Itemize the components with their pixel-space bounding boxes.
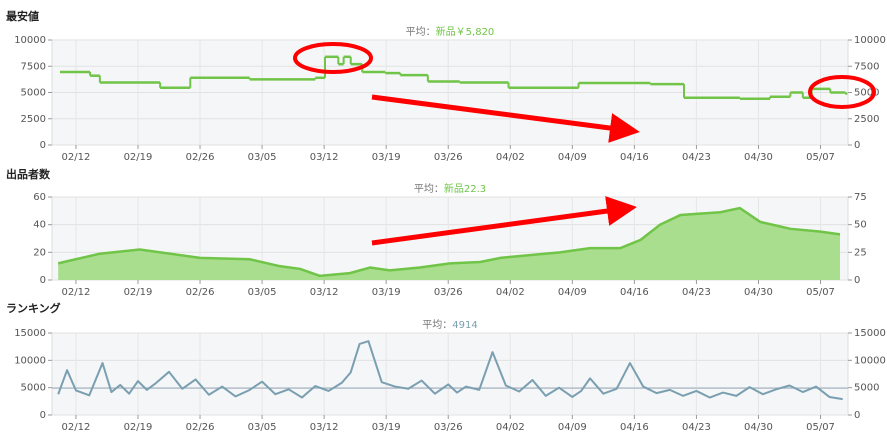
average-value: 新品￥5,820 bbox=[436, 25, 495, 38]
arrow bbox=[371, 196, 637, 246]
y-tick-label: 0 bbox=[40, 275, 46, 286]
x-tick-label: 04/16 bbox=[620, 422, 649, 433]
panel-title: 出品者数 bbox=[6, 167, 51, 181]
x-tick-label: 02/19 bbox=[124, 422, 153, 433]
y-tick-label: 5000 bbox=[21, 88, 46, 99]
x-tick-label: 02/26 bbox=[186, 287, 215, 298]
y2-tick-label: 25 bbox=[854, 247, 867, 258]
panel-title: ランキング bbox=[6, 301, 61, 315]
average-value: 4914 bbox=[452, 320, 477, 331]
panel-title: 最安値 bbox=[6, 9, 39, 23]
y-tick-label: 10000 bbox=[14, 355, 46, 366]
y2-tick-label: 10000 bbox=[854, 35, 886, 46]
arrow bbox=[371, 94, 640, 143]
average-value: 新品22.3 bbox=[444, 182, 486, 195]
x-tick-label: 04/30 bbox=[744, 287, 773, 298]
x-tick-label: 04/30 bbox=[744, 422, 773, 433]
x-tick-label: 05/07 bbox=[806, 287, 835, 298]
y2-tick-label: 2500 bbox=[854, 114, 879, 125]
x-tick-label: 02/26 bbox=[186, 422, 215, 433]
x-tick-label: 03/26 bbox=[434, 152, 463, 163]
data-area bbox=[58, 208, 841, 280]
x-tick-label: 05/07 bbox=[806, 152, 835, 163]
x-tick-label: 03/12 bbox=[310, 152, 339, 163]
x-tick-label: 03/26 bbox=[434, 422, 463, 433]
y-tick-label: 20 bbox=[33, 247, 46, 258]
y-tick-label: 0 bbox=[40, 140, 46, 151]
x-tick-label: 02/12 bbox=[62, 422, 91, 433]
x-tick-label: 03/12 bbox=[310, 422, 339, 433]
x-tick-label: 03/12 bbox=[310, 287, 339, 298]
x-tick-label: 02/19 bbox=[124, 287, 153, 298]
y2-tick-label: 15000 bbox=[854, 328, 886, 339]
average-label: 平均： bbox=[406, 26, 436, 38]
x-tick-label: 04/23 bbox=[682, 287, 711, 298]
y2-tick-label: 75 bbox=[854, 192, 867, 203]
x-tick-label: 04/09 bbox=[558, 152, 587, 163]
x-tick-label: 04/09 bbox=[558, 422, 587, 433]
x-tick-label: 03/19 bbox=[372, 287, 401, 298]
x-tick-label: 04/23 bbox=[682, 422, 711, 433]
x-tick-label: 03/05 bbox=[248, 152, 277, 163]
x-tick-label: 04/02 bbox=[496, 287, 525, 298]
x-tick-label: 04/09 bbox=[558, 287, 587, 298]
x-tick-label: 03/05 bbox=[248, 422, 277, 433]
x-tick-label: 03/19 bbox=[372, 422, 401, 433]
y-tick-label: 10000 bbox=[14, 35, 46, 46]
y2-tick-label: 0 bbox=[854, 410, 860, 421]
y2-tick-label: 5000 bbox=[854, 383, 879, 394]
x-tick-label: 04/16 bbox=[620, 152, 649, 163]
plot-background bbox=[51, 332, 849, 416]
x-tick-label: 04/02 bbox=[496, 422, 525, 433]
x-tick-label: 03/05 bbox=[248, 287, 277, 298]
x-tick-label: 02/26 bbox=[186, 152, 215, 163]
y-tick-label: 40 bbox=[33, 220, 46, 231]
x-tick-label: 04/16 bbox=[620, 287, 649, 298]
highlight-ellipse bbox=[293, 42, 373, 74]
y2-tick-label: 0 bbox=[854, 275, 860, 286]
y-tick-label: 60 bbox=[33, 192, 46, 203]
x-tick-label: 04/30 bbox=[744, 152, 773, 163]
annotations bbox=[293, 42, 876, 246]
y2-tick-label: 5000 bbox=[854, 88, 879, 99]
y2-tick-label: 10000 bbox=[854, 355, 886, 366]
x-tick-label: 03/26 bbox=[434, 287, 463, 298]
y-tick-label: 2500 bbox=[21, 114, 46, 125]
y-tick-label: 5000 bbox=[21, 383, 46, 394]
x-tick-label: 02/12 bbox=[62, 287, 91, 298]
average-label: 平均： bbox=[414, 183, 444, 195]
average-label: 平均： bbox=[422, 319, 452, 331]
x-tick-label: 04/23 bbox=[682, 152, 711, 163]
highlight-ellipse bbox=[808, 75, 876, 109]
x-tick-label: 02/12 bbox=[62, 152, 91, 163]
average-subtitle: 平均：4914 bbox=[422, 319, 477, 331]
data-line bbox=[57, 340, 843, 401]
x-tick-label: 03/19 bbox=[372, 152, 401, 163]
average-subtitle: 平均：新品22.3 bbox=[414, 182, 486, 195]
x-tick-label: 02/19 bbox=[124, 152, 153, 163]
y2-tick-label: 7500 bbox=[854, 61, 879, 72]
y-tick-label: 15000 bbox=[14, 328, 46, 339]
x-tick-label: 04/02 bbox=[496, 152, 525, 163]
x-tick-label: 05/07 bbox=[806, 422, 835, 433]
data-line bbox=[57, 206, 841, 278]
y2-tick-label: 0 bbox=[854, 140, 860, 151]
y-tick-label: 7500 bbox=[21, 61, 46, 72]
average-subtitle: 平均：新品￥5,820 bbox=[406, 25, 495, 38]
y-tick-label: 0 bbox=[40, 410, 46, 421]
y2-tick-label: 50 bbox=[854, 220, 867, 231]
